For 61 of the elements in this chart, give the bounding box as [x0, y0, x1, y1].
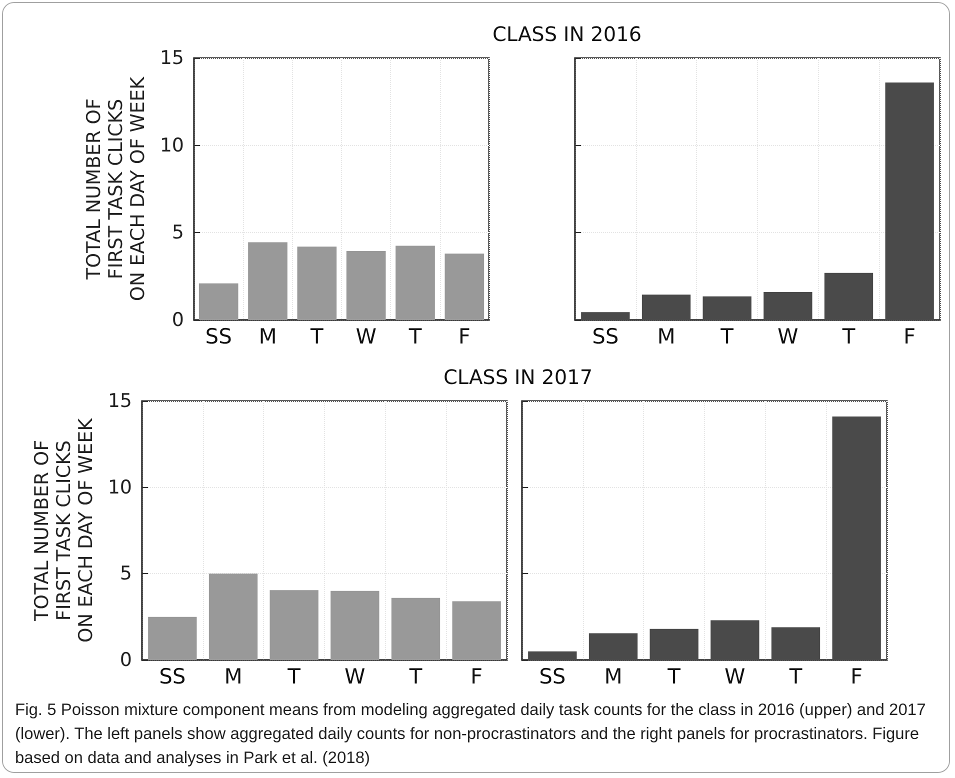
bar — [148, 616, 197, 660]
x-tick-label: F — [458, 324, 470, 348]
y-tick-label: 5 — [172, 222, 184, 244]
y-tick-label: 5 — [120, 562, 132, 585]
x-tick-label: F — [904, 324, 916, 348]
y-tick-label: 15 — [160, 47, 184, 69]
bar — [771, 627, 820, 660]
bar — [642, 294, 691, 320]
bar — [270, 590, 318, 660]
bar — [452, 601, 501, 660]
y-tick-label: 0 — [172, 309, 184, 331]
bar — [588, 633, 638, 660]
x-tick-label: SS — [592, 324, 619, 348]
bar — [208, 574, 258, 660]
y-tick-label: 10 — [108, 476, 132, 498]
x-tick-label: SS — [159, 664, 186, 688]
x-tick-label: W — [724, 664, 746, 688]
x-tick-label: T — [310, 324, 324, 348]
bar — [330, 590, 380, 660]
bar — [396, 246, 435, 320]
bar — [581, 312, 630, 320]
bar — [198, 283, 238, 320]
y-tick-label: 0 — [120, 649, 132, 671]
x-tick-label: W — [356, 324, 377, 348]
bar — [764, 292, 812, 320]
x-tick-label: M — [258, 324, 277, 348]
x-tick-label: W — [778, 324, 799, 348]
bar — [248, 242, 288, 320]
bar — [824, 272, 874, 320]
x-tick-label: T — [408, 324, 422, 348]
caption: Fig. 5 Poisson mixture component means from modeling aggregated daily task counts for the class in 2016 (upper) and 2017 (lower). The left panels show aggregated daily counts for non-procrastinators and the right panels for procrastinators. Figure based on data and analyses in Park et al. (2018) — [15, 700, 927, 769]
x-tick-label: T — [666, 664, 681, 688]
chart-title: CLASS IN 2017 — [442, 365, 594, 389]
x-tick-label: T — [788, 664, 802, 688]
x-tick-label: F — [470, 664, 483, 688]
bar — [885, 82, 934, 320]
bar — [297, 246, 337, 320]
text: CLASS IN 2016 — [491, 22, 643, 46]
y-tick-label: 15 — [108, 390, 132, 412]
x-tick-label: M — [224, 664, 242, 688]
x-tick-label: T — [286, 664, 301, 688]
x-tick-label: F — [850, 664, 863, 688]
x-tick-label: T — [841, 324, 856, 348]
x-tick-label: SS — [205, 324, 232, 348]
x-tick-label: SS — [539, 664, 566, 688]
bar — [702, 296, 752, 320]
x-tick-label: M — [657, 324, 676, 348]
bar — [650, 628, 698, 660]
y-axis-title: TOTAL NUMBER OF FIRST TASK CLICKS ON EACH DAY OF WEEK — [30, 418, 97, 643]
bar — [710, 620, 760, 660]
y-tick-label: 10 — [160, 134, 184, 156]
bar — [528, 651, 577, 660]
y-axis-title: TOTAL NUMBER OF FIRST TASK CLICKS ON EACH DAY OF WEEK — [82, 76, 149, 302]
bar — [346, 251, 386, 320]
x-tick-label: T — [408, 664, 422, 688]
x-tick-label: M — [604, 664, 622, 688]
bar — [391, 598, 440, 660]
x-tick-label: T — [720, 324, 734, 348]
bar — [444, 254, 484, 320]
bar — [832, 416, 881, 660]
x-tick-label: W — [344, 664, 366, 688]
